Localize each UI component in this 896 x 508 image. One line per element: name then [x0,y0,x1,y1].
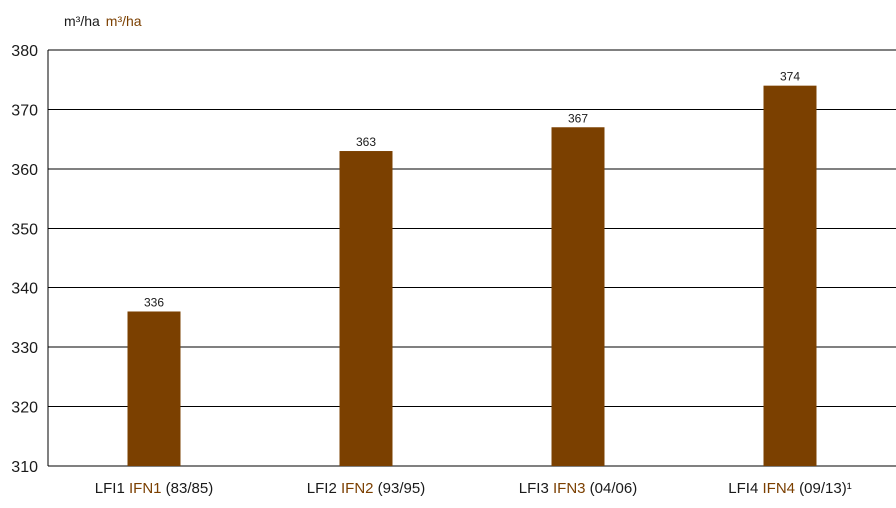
y-tick-label: 370 [11,102,38,119]
data-label: 367 [568,111,588,125]
x-tick-label: LFI3 IFN3 (04/06) [519,480,637,497]
x-tick-label: LFI4 IFN4 (09/13)¹ [728,480,851,497]
x-tick-label: LFI2 IFN2 (93/95) [307,480,425,497]
unit-primary: m³/ha [64,13,100,29]
data-label: 363 [356,135,376,149]
bar [763,85,817,467]
y-tick-label: 330 [11,340,38,357]
bar [551,127,605,466]
bar [127,311,181,466]
y-tick-label: 340 [11,281,38,298]
y-tick-label: 360 [11,162,38,179]
y-tick-label: 310 [11,459,38,476]
y-tick-label: 320 [11,400,38,417]
x-tick-label: LFI1 IFN1 (83/85) [95,480,213,497]
y-tick-label: 350 [11,221,38,238]
y-tick-label: 380 [11,43,38,60]
data-label: 336 [144,295,164,309]
data-label: 374 [780,70,800,84]
bar [339,151,393,466]
unit-secondary: m³/ha [105,13,142,29]
y-axis-unit-label: m³/ha m³/ha [64,13,142,29]
